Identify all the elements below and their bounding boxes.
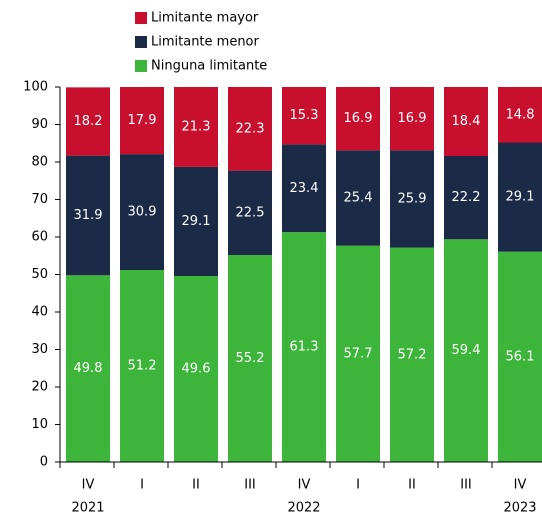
x-tick-label: III <box>460 478 472 493</box>
bar-segment <box>336 150 380 246</box>
bar-segment <box>390 87 434 151</box>
x-tick-label: II <box>192 478 200 493</box>
value-label: 18.2 <box>74 114 103 129</box>
y-tick-label: 80 <box>31 155 48 170</box>
legend-swatch <box>135 36 147 48</box>
bar-segment <box>498 87 542 143</box>
bar-segment <box>498 251 542 462</box>
value-label: 16.9 <box>344 111 373 126</box>
y-tick-label: 60 <box>31 230 48 245</box>
value-label: 23.4 <box>290 181 319 196</box>
value-label: 22.3 <box>236 121 265 136</box>
bar-segment <box>174 276 218 462</box>
bar-segment <box>390 150 434 248</box>
value-label: 18.4 <box>452 114 481 129</box>
value-label: 22.5 <box>236 205 265 220</box>
year-label: 2023 <box>503 501 536 514</box>
value-label: 49.8 <box>74 361 103 376</box>
bar-segment <box>336 245 380 462</box>
bar-segment <box>66 275 110 462</box>
value-label: 14.8 <box>506 107 535 122</box>
x-tick-label: IV <box>514 478 527 493</box>
value-label: 51.2 <box>128 359 157 374</box>
bar-segment <box>120 87 164 155</box>
bar-segment <box>336 87 380 151</box>
bar-segment <box>228 255 272 462</box>
bar-segment <box>282 87 326 145</box>
y-tick-label: 20 <box>31 380 48 395</box>
bar-segment <box>444 156 488 240</box>
x-tick-label: III <box>244 478 256 493</box>
bar-segment <box>444 87 488 156</box>
x-tick-label: II <box>408 478 416 493</box>
y-tick-label: 0 <box>40 455 48 470</box>
y-tick-label: 90 <box>31 117 48 132</box>
y-tick-label: 70 <box>31 192 48 207</box>
y-tick-label: 100 <box>23 80 48 95</box>
x-tick-label: I <box>356 478 360 493</box>
value-label: 16.9 <box>398 111 427 126</box>
value-label: 49.6 <box>182 362 211 377</box>
bar-segment <box>66 155 110 276</box>
legend-swatch <box>135 12 147 24</box>
bar-segment <box>174 166 218 276</box>
value-label: 59.4 <box>452 343 481 358</box>
bar-segment <box>444 239 488 462</box>
value-label: 21.3 <box>182 119 211 134</box>
bar-segment <box>228 87 272 171</box>
value-label: 30.9 <box>128 205 157 220</box>
value-label: 25.4 <box>344 191 373 206</box>
bar-segment <box>174 87 218 167</box>
y-tick-label: 50 <box>31 267 48 282</box>
legend-swatch <box>135 60 147 72</box>
value-label: 29.1 <box>182 214 211 229</box>
value-label: 17.9 <box>128 113 157 128</box>
value-label: 25.9 <box>398 191 427 206</box>
bar-segment <box>120 154 164 270</box>
value-label: 55.2 <box>236 351 265 366</box>
y-tick-label: 10 <box>31 417 48 432</box>
value-label: 57.2 <box>398 347 427 362</box>
year-label: 2021 <box>71 501 104 514</box>
value-label: 56.1 <box>506 349 535 364</box>
value-label: 22.2 <box>452 190 481 205</box>
y-tick-label: 40 <box>31 305 48 320</box>
legend-label: Limitante menor <box>151 35 260 50</box>
x-tick-label: I <box>140 478 144 493</box>
bar-segment <box>390 247 434 462</box>
value-label: 29.1 <box>506 190 535 205</box>
x-tick-label: IV <box>82 478 95 493</box>
bar-segment <box>66 87 110 156</box>
value-label: 31.9 <box>74 208 103 223</box>
legend-label: Limitante mayor <box>151 11 259 26</box>
bar-segment <box>498 142 542 252</box>
year-label: 2022 <box>287 501 320 514</box>
bar-segment <box>228 170 272 255</box>
bar-segment <box>282 232 326 462</box>
value-label: 61.3 <box>290 340 319 355</box>
bar-segment <box>282 144 326 233</box>
y-tick-label: 30 <box>31 342 48 357</box>
x-tick-label: IV <box>298 478 311 493</box>
value-label: 57.7 <box>344 346 373 361</box>
value-label: 15.3 <box>290 108 319 123</box>
legend-label: Ninguna limitante <box>151 59 267 74</box>
bar-segment <box>120 270 164 462</box>
